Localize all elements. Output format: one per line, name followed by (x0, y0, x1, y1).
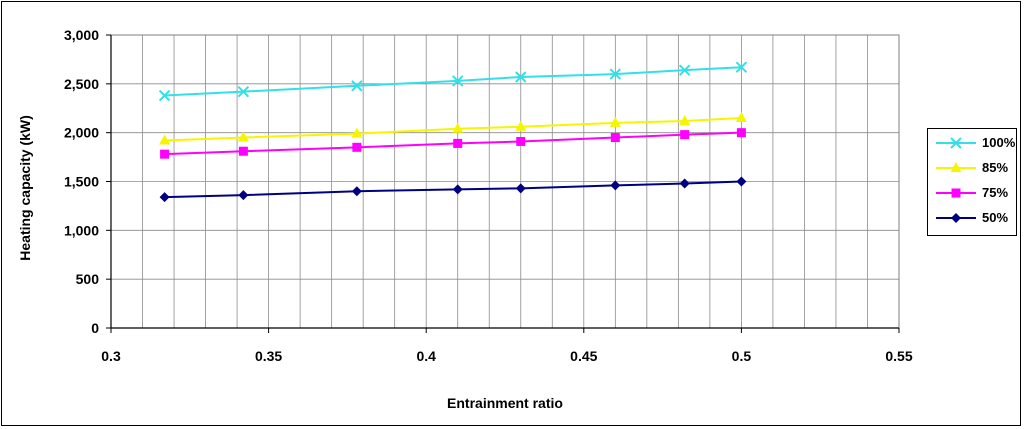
legend-item-50pct: 50% (934, 210, 1016, 225)
legend-item-100pct-swatch-marker (950, 137, 962, 149)
legend-item-100pct: 100% (934, 135, 1016, 150)
legend-item-50pct-label: 50% (982, 210, 1009, 225)
series-100pct-point (452, 75, 464, 87)
y-tick-labels: 0 500 1,000 1,500 2,000 2,500 3,000 (64, 27, 99, 336)
series-75pct-point (736, 128, 746, 138)
series-100pct-point (515, 71, 527, 83)
series-75pct-point (610, 133, 620, 143)
series-75pct-point (160, 149, 170, 159)
series-100pct-point (158, 89, 171, 102)
legend-item-85pct-label: 85% (982, 160, 1009, 175)
series-85pct-point (609, 116, 621, 127)
series-85pct (159, 112, 747, 145)
series-50pct-point (238, 190, 249, 201)
x-tick-label: 0.3 (101, 348, 121, 364)
axes (106, 34, 900, 333)
series-75pct-line (164, 131, 742, 156)
legend-item-50pct-swatch (936, 213, 976, 223)
series-50pct-point (351, 186, 362, 197)
y-axis-title: Heating capacity (kW) (17, 115, 33, 260)
legend-item-50pct-swatch-marker (951, 213, 961, 223)
series-50pct-point (736, 176, 747, 187)
series-85pct-line (164, 117, 742, 142)
series-85pct-point (159, 134, 171, 145)
series-50pct (159, 176, 747, 203)
y-tick-label: 0 (91, 320, 99, 336)
x-axis-title: Entrainment ratio (447, 395, 563, 411)
series-50pct-point (159, 192, 170, 203)
y-tick-label: 1,000 (64, 222, 99, 238)
y-tick-label: 2,000 (64, 125, 99, 141)
legend-item-75pct: 75% (934, 185, 1016, 200)
series-75pct-point (516, 136, 526, 146)
series-50pct-point (679, 178, 690, 189)
series-100pct-point (351, 80, 363, 92)
x-tick-label: 0.35 (255, 348, 282, 364)
legend-item-85pct: 85% (934, 160, 1016, 175)
x-tick-label: 0.5 (732, 348, 752, 364)
series-50pct-line (164, 180, 742, 199)
series-50pct-point (452, 184, 463, 195)
series-85pct-point (351, 127, 363, 138)
series-group (158, 61, 748, 203)
y-tick-label: 1,500 (64, 174, 99, 190)
series-85pct-point (735, 112, 747, 123)
y-tick-label: 3,000 (64, 27, 99, 43)
x-tick-label: 0.55 (885, 348, 912, 364)
series-100pct-point (609, 68, 622, 80)
legend: 100% 85% 75% 50% (927, 128, 1017, 236)
legend-item-75pct-label: 75% (982, 185, 1009, 200)
series-100pct-point (735, 61, 748, 73)
series-100pct (158, 61, 748, 102)
series-85pct-point (679, 114, 691, 125)
x-tick-label: 0.45 (570, 348, 597, 364)
series-100pct-line (164, 66, 742, 97)
y-tick-label: 2,500 (64, 76, 99, 92)
legend-item-100pct-label: 100% (982, 135, 1016, 150)
series-75pct-point (238, 146, 248, 156)
series-100pct-point (678, 64, 691, 76)
series-100pct-point (237, 85, 250, 98)
y-tick-label: 500 (76, 271, 100, 287)
legend-item-85pct-swatch (936, 162, 976, 172)
series-75pct-point (453, 138, 463, 148)
legend-item-75pct-swatch-marker (951, 188, 961, 198)
series-75pct-point (680, 130, 690, 140)
legend-item-75pct-swatch (936, 188, 976, 198)
legend-item-100pct-swatch (936, 137, 976, 149)
series-85pct-point (237, 131, 249, 142)
series-75pct-point (352, 142, 362, 152)
series-85pct-point (452, 122, 464, 133)
legend-item-85pct-swatch-marker (950, 162, 962, 172)
x-tick-label: 0.4 (416, 348, 436, 364)
series-85pct-point (515, 120, 527, 131)
series-50pct-point (515, 183, 526, 194)
x-tick-labels: 0.3 0.35 0.4 0.45 0.5 0.55 (101, 348, 913, 364)
series-50pct-point (610, 180, 621, 191)
series-75pct (160, 128, 746, 159)
